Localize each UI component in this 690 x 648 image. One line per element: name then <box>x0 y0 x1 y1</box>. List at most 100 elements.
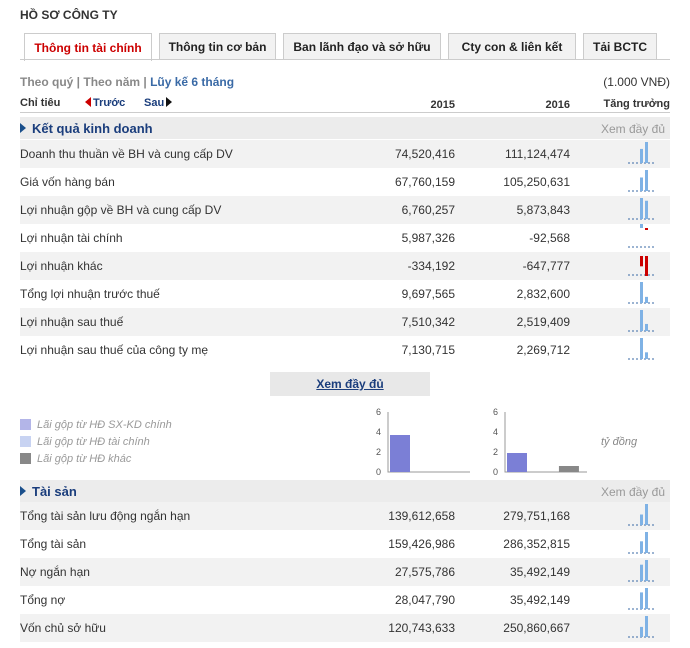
row-label: Doanh thu thuần về BH và cung cấp DV <box>20 147 233 161</box>
chart-bar <box>507 453 527 472</box>
currency-unit: (1.000 VNĐ) <box>603 75 670 89</box>
value-2016: 35,492,149 <box>509 593 570 607</box>
section-title: Kết quả kinh doanh <box>32 121 153 136</box>
value-2015: 28,047,790 <box>394 593 455 607</box>
growth-sparkline <box>628 282 654 304</box>
table-row: Lợi nhuận sau thuế 7,510,342 2,519,409 <box>20 308 670 336</box>
sparkline-bar <box>645 296 648 303</box>
value-2016: 2,832,600 <box>516 287 570 301</box>
tab-divider <box>20 59 670 60</box>
legend-label: Lãi gộp từ HĐ khác <box>37 452 132 465</box>
row-label: Giá vốn hàng bán <box>20 175 115 189</box>
value-2016: 250,860,667 <box>503 621 570 635</box>
growth-sparkline <box>628 310 654 332</box>
view-full-link[interactable]: Xem đầy đủ <box>600 122 665 136</box>
legend-item: Lãi gộp từ HĐ khác <box>20 450 172 467</box>
growth-sparkline <box>628 504 654 526</box>
value-2015: 9,697,565 <box>401 287 455 301</box>
growth-sparkline <box>628 198 654 220</box>
column-label-indicator: Chỉ tiêu <box>20 97 61 109</box>
y-tick-label: 0 <box>376 467 381 476</box>
row-label: Lợi nhuận tài chính <box>20 231 123 245</box>
section-business-results: Kết quả kinh doanh Xem đầy đủ <box>20 117 670 139</box>
y-tick-label: 2 <box>376 447 381 457</box>
column-header: Chỉ tiêu Trước Sau 2015 2016 Tăng trưởng <box>20 96 670 113</box>
row-label: Nợ ngắn hạn <box>20 565 90 579</box>
value-2015: -334,192 <box>407 259 455 273</box>
sparkline-bar <box>645 256 648 276</box>
value-2016: 5,873,843 <box>516 203 570 217</box>
value-2016: 105,250,631 <box>503 175 570 189</box>
sparkline-bar <box>640 514 643 525</box>
value-2015: 120,743,633 <box>388 621 455 635</box>
table-row: Vốn chủ sở hữu 120,743,633 250,860,667 <box>20 614 670 642</box>
tab-basic-info[interactable]: Thông tin cơ bản <box>159 33 276 60</box>
value-2016: 279,751,168 <box>503 509 570 523</box>
chart-bar <box>558 466 579 472</box>
chart-legend: Lãi gộp từ HĐ SX-KD chính Lãi gộp từ HĐ … <box>20 416 172 467</box>
value-2015: 6,760,257 <box>401 203 455 217</box>
section-assets: Tài sản Xem đầy đủ <box>20 480 670 502</box>
chart-axis <box>387 412 470 473</box>
period-year-link[interactable]: Theo năm <box>83 75 141 89</box>
table-row: Tổng tài sản lưu động ngắn hạn 139,612,65… <box>20 502 670 530</box>
row-label: Lợi nhuận gộp về BH và cung cấp DV <box>20 203 222 217</box>
growth-sparkline <box>628 532 654 554</box>
value-2015: 7,130,715 <box>401 343 455 357</box>
gross-profit-chart-2015: 0 2 4 6 <box>376 407 470 476</box>
table-row: Lợi nhuận sau thuế của công ty mẹ 7,130,7… <box>20 336 670 364</box>
next-period-button[interactable]: Sau <box>144 97 173 109</box>
tab-download-reports[interactable]: Tải BCTC <box>583 33 657 60</box>
period-selector: Theo quý | Theo năm | Lũy kế 6 tháng <box>20 75 234 89</box>
view-full-link[interactable]: Xem đầy đủ <box>600 485 665 499</box>
arrow-right-icon <box>166 97 173 107</box>
sparkline-bar <box>645 616 648 637</box>
legend-swatch <box>20 436 31 447</box>
sparkline-bar <box>645 170 648 191</box>
tab-management-ownership[interactable]: Ban lãnh đạo và sở hữu <box>283 33 441 60</box>
value-2015: 7,510,342 <box>401 315 455 329</box>
sparkline-bar <box>645 323 648 331</box>
column-year-2015: 2015 <box>430 99 455 111</box>
sparkline-bar <box>640 256 643 267</box>
sparkline-bar <box>640 564 643 581</box>
view-full-button[interactable]: Xem đầy đủ <box>270 372 430 396</box>
growth-sparkline <box>628 616 654 638</box>
legend-label: Lãi gộp từ HĐ SX-KD chính <box>37 418 172 431</box>
row-label: Lợi nhuận khác <box>20 259 103 273</box>
legend-item: Lãi gộp từ HĐ tài chính <box>20 433 172 450</box>
sparkline-bar <box>645 532 648 553</box>
y-tick-label: 0 <box>493 467 498 476</box>
prev-period-button[interactable]: Trước <box>85 97 125 109</box>
y-tick-label: 6 <box>493 407 498 417</box>
value-2015: 67,760,159 <box>394 175 455 189</box>
period-separator: | <box>73 75 84 89</box>
period-separator: | <box>140 75 151 89</box>
arrow-left-icon <box>85 97 91 107</box>
period-quarter-link[interactable]: Theo quý <box>20 75 74 89</box>
value-2016: 2,269,712 <box>516 343 570 357</box>
legend-swatch <box>20 419 31 430</box>
value-2015: 5,987,326 <box>401 231 455 245</box>
growth-sparkline <box>628 142 654 164</box>
page-title: HỒ SƠ CÔNG TY <box>20 8 118 22</box>
sparkline-bar <box>640 541 643 553</box>
growth-sparkline <box>628 560 654 582</box>
value-2015: 27,575,786 <box>394 565 455 579</box>
tab-subsidiaries[interactable]: Cty con & liên kết <box>448 33 576 60</box>
sparkline-bar <box>640 177 643 191</box>
growth-sparkline <box>628 338 654 360</box>
section-arrow-icon <box>20 486 26 496</box>
sparkline-bar <box>645 228 648 230</box>
value-2016: 35,492,149 <box>509 565 570 579</box>
value-2016: 111,124,474 <box>505 147 570 161</box>
growth-sparkline <box>628 224 654 248</box>
row-label: Tổng nợ <box>20 593 66 607</box>
value-2016: 2,519,409 <box>516 315 570 329</box>
tab-financial-info[interactable]: Thông tin tài chính <box>24 33 152 61</box>
period-cumulative-link[interactable]: Lũy kế 6 tháng <box>150 75 235 89</box>
growth-sparkline <box>628 170 654 192</box>
value-2016: -92,568 <box>529 231 570 245</box>
chart-unit-label: tỷ đồng <box>601 436 638 448</box>
y-tick-label: 4 <box>493 427 498 437</box>
